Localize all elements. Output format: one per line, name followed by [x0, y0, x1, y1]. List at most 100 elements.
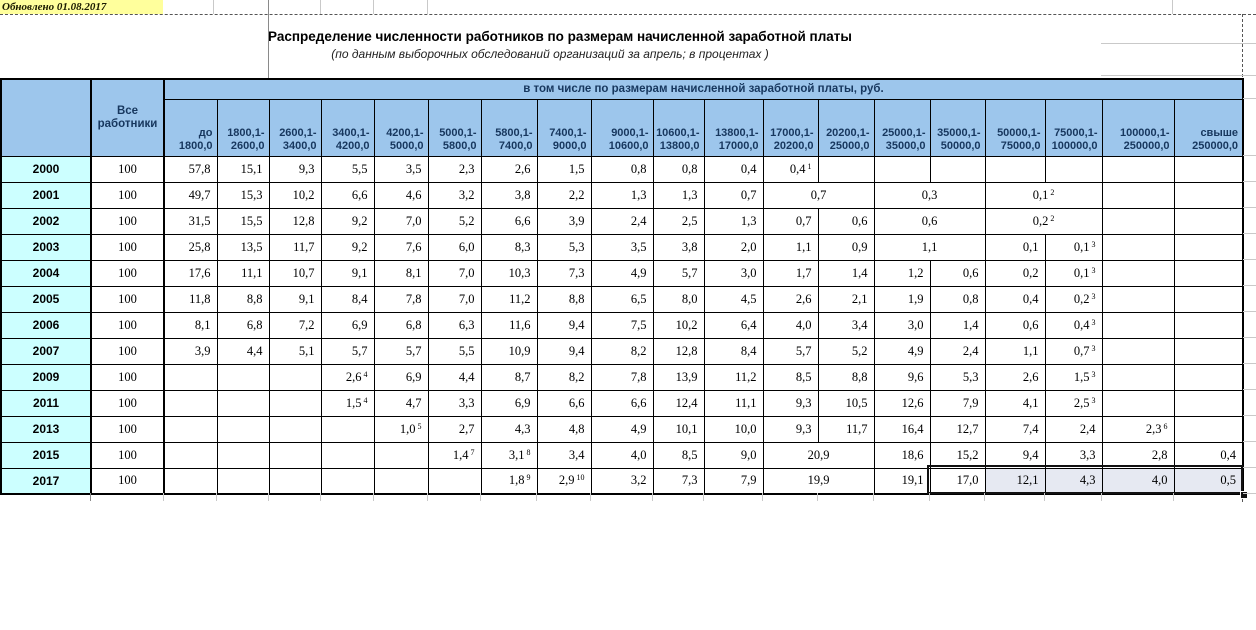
wage-col-header-18[interactable]: свыше 250000,0: [1173, 98, 1244, 157]
value-cell[interactable]: [873, 155, 931, 183]
value-cell[interactable]: 5,7: [373, 337, 429, 365]
value-cell[interactable]: 10,7: [268, 259, 322, 287]
value-cell[interactable]: 0,4: [703, 155, 764, 183]
value-cell[interactable]: 6,9: [373, 363, 429, 391]
value-cell[interactable]: 7,4: [984, 415, 1046, 443]
value-cell[interactable]: [984, 155, 1046, 183]
value-cell[interactable]: 15,1: [216, 155, 270, 183]
value-cell[interactable]: 3,2: [427, 181, 482, 209]
value-cell[interactable]: 57,8: [163, 155, 218, 183]
value-cell[interactable]: 8,5: [652, 441, 705, 469]
wage-col-header-9[interactable]: 10600,1- 13800,0: [652, 98, 705, 157]
value-cell[interactable]: 2,6: [984, 363, 1046, 391]
value-cell[interactable]: 4,6: [373, 181, 429, 209]
value-cell[interactable]: 5,5: [320, 155, 375, 183]
value-cell[interactable]: 6,8: [373, 311, 429, 339]
value-cell[interactable]: 9,1: [320, 259, 375, 287]
value-cell[interactable]: [1101, 259, 1175, 287]
value-cell[interactable]: 18,6: [873, 441, 931, 469]
value-cell[interactable]: 5,3: [536, 233, 592, 261]
row-year[interactable]: 2004: [0, 259, 92, 287]
value-cell[interactable]: 7,9: [929, 389, 986, 417]
value-cell[interactable]: 12,1: [984, 467, 1046, 495]
value-cell[interactable]: 5,1: [268, 337, 322, 365]
wage-col-header-11[interactable]: 17000,1- 20200,0: [762, 98, 819, 157]
value-cell[interactable]: [268, 441, 322, 469]
value-cell[interactable]: 2,4: [590, 207, 654, 235]
value-cell[interactable]: [427, 467, 482, 495]
value-cell[interactable]: 0,2 3: [1044, 285, 1103, 313]
all-workers-value[interactable]: 100: [90, 285, 165, 313]
value-cell[interactable]: 13,9: [652, 363, 705, 391]
value-cell[interactable]: [216, 415, 270, 443]
value-cell[interactable]: [1101, 337, 1175, 365]
wage-col-header-5[interactable]: 5000,1- 5800,0: [427, 98, 482, 157]
value-cell[interactable]: 0,6: [984, 311, 1046, 339]
value-cell[interactable]: 1,3: [590, 181, 654, 209]
value-cell[interactable]: 11,2: [703, 363, 764, 391]
value-cell[interactable]: 11,1: [216, 259, 270, 287]
value-cell[interactable]: [216, 441, 270, 469]
value-cell[interactable]: 6,5: [590, 285, 654, 313]
value-cell[interactable]: [1101, 311, 1175, 339]
value-cell[interactable]: 8,5: [762, 363, 819, 391]
value-cell[interactable]: 5,2: [817, 337, 875, 365]
value-cell[interactable]: 12,4: [652, 389, 705, 417]
wage-col-header-8[interactable]: 9000,1- 10600,0: [590, 98, 654, 157]
value-cell[interactable]: 49,7: [163, 181, 218, 209]
value-cell[interactable]: 5,7: [320, 337, 375, 365]
value-cell[interactable]: [163, 363, 218, 391]
value-cell[interactable]: 3,9: [536, 207, 592, 235]
row-year[interactable]: 2000: [0, 155, 92, 183]
value-cell[interactable]: [268, 415, 322, 443]
value-cell[interactable]: 9,4: [536, 337, 592, 365]
wage-col-header-6[interactable]: 5800,1- 7400,0: [480, 98, 538, 157]
wage-col-header-2[interactable]: 2600,1- 3400,0: [268, 98, 322, 157]
value-cell[interactable]: 2,7: [427, 415, 482, 443]
value-cell[interactable]: 9,6: [873, 363, 931, 391]
value-cell[interactable]: 2,6: [480, 155, 538, 183]
value-cell[interactable]: 0,7: [762, 207, 819, 235]
value-cell[interactable]: 7,0: [427, 259, 482, 287]
row-year[interactable]: 2009: [0, 363, 92, 391]
value-cell[interactable]: 8,0: [652, 285, 705, 313]
value-cell[interactable]: 11,7: [817, 415, 875, 443]
all-workers-value[interactable]: 100: [90, 233, 165, 261]
value-cell[interactable]: 9,4: [984, 441, 1046, 469]
value-cell[interactable]: 4,9: [590, 259, 654, 287]
value-cell[interactable]: 5,5: [427, 337, 482, 365]
value-cell[interactable]: 0,9: [817, 233, 875, 261]
value-cell[interactable]: 3,5: [590, 233, 654, 261]
value-cell[interactable]: 1,4: [817, 259, 875, 287]
value-cell[interactable]: 8,8: [817, 363, 875, 391]
all-workers-value[interactable]: 100: [90, 389, 165, 417]
all-workers-header[interactable]: Все работники: [90, 78, 165, 157]
value-cell[interactable]: 2,8: [1101, 441, 1175, 469]
value-cell[interactable]: [1173, 233, 1244, 261]
value-cell[interactable]: 0,2 2: [984, 207, 1103, 235]
selection-fill-handle[interactable]: [1240, 491, 1248, 499]
value-cell[interactable]: 0,6: [817, 207, 875, 235]
value-cell[interactable]: 19,1: [873, 467, 931, 495]
value-cell[interactable]: [320, 441, 375, 469]
value-cell[interactable]: 2,9 10: [536, 467, 592, 495]
value-cell[interactable]: 11,8: [163, 285, 218, 313]
value-cell[interactable]: 19,9: [762, 467, 875, 495]
value-cell[interactable]: 10,3: [480, 259, 538, 287]
value-cell[interactable]: 10,5: [817, 389, 875, 417]
value-cell[interactable]: [1173, 285, 1244, 313]
value-cell[interactable]: 4,0: [590, 441, 654, 469]
value-cell[interactable]: 3,0: [873, 311, 931, 339]
value-cell[interactable]: [268, 389, 322, 417]
value-cell[interactable]: 6,6: [536, 389, 592, 417]
value-cell[interactable]: 1,2: [873, 259, 931, 287]
row-year[interactable]: 2011: [0, 389, 92, 417]
value-cell[interactable]: [1173, 155, 1244, 183]
value-cell[interactable]: 1,5: [536, 155, 592, 183]
value-cell[interactable]: 1,0 5: [373, 415, 429, 443]
value-cell[interactable]: 1,1: [984, 337, 1046, 365]
value-cell[interactable]: 17,0: [929, 467, 986, 495]
value-cell[interactable]: [1101, 285, 1175, 313]
value-cell[interactable]: 15,3: [216, 181, 270, 209]
value-cell[interactable]: 0,4 1: [762, 155, 819, 183]
